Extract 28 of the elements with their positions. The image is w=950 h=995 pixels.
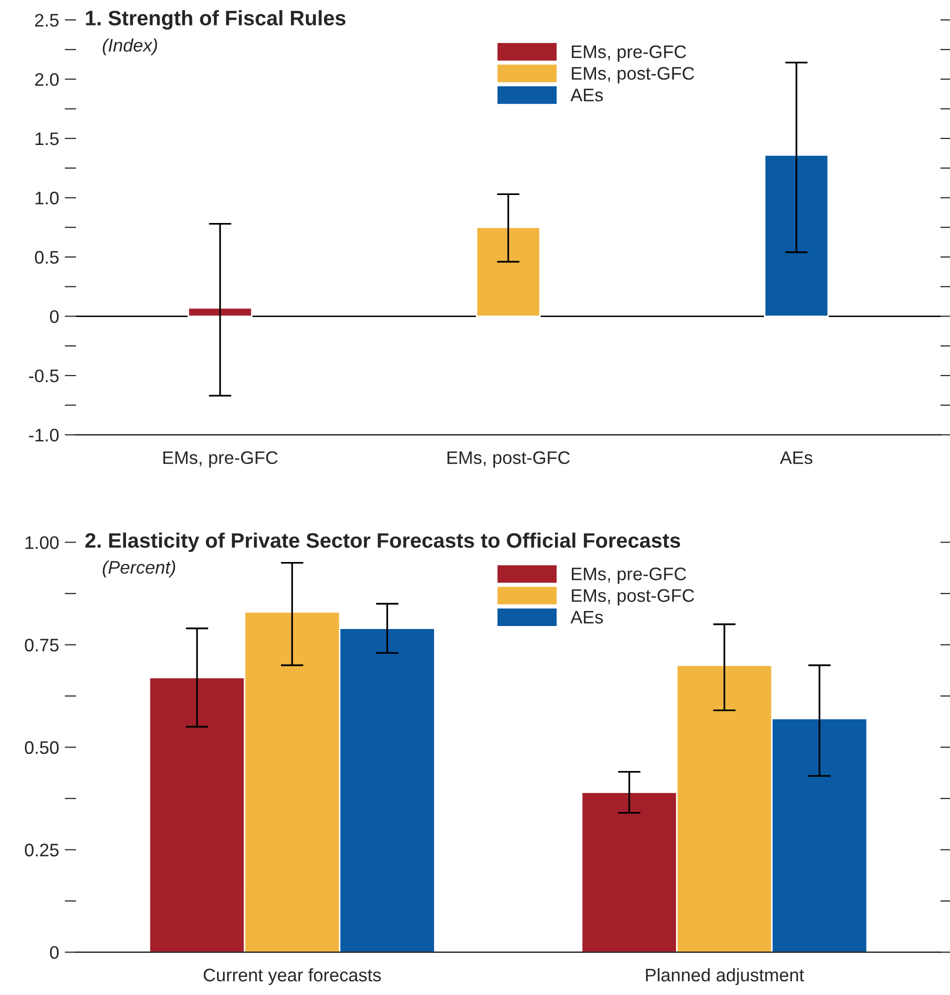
x-tick-label: AEs: [780, 451, 812, 464]
y-tick-label: 1.5: [36, 132, 59, 146]
legend-label: EMs, post-GFC: [572, 66, 694, 84]
y-tick-label: 2.0: [35, 73, 59, 86]
y-tick-label: 0: [50, 946, 59, 959]
y-tick-label: -1.0: [29, 428, 59, 442]
y-tick-label: 0.75: [24, 638, 59, 652]
y-tick-label: 1.0: [36, 192, 59, 204]
legend-label: AEs: [570, 88, 603, 102]
chart-title: 1. Strength of Fiscal Rules: [86, 10, 346, 30]
y-tick-label: 0.25: [24, 844, 59, 856]
legend-label: EMs, pre-GFC: [572, 45, 686, 62]
text: (Percent): [102, 560, 176, 578]
x-tick-label: EMs, post-GFC: [448, 451, 570, 468]
y-tick-label: -0.5: [29, 369, 59, 382]
text: (Index): [102, 38, 158, 56]
y-tick-label: 0.50: [24, 741, 59, 754]
y-tick-label: 0: [50, 310, 59, 323]
legend-label: EMs, pre-GFC: [572, 568, 686, 584]
chart-title: 2. Elasticity of Private Sector Forecasts to Official Forecasts: [85, 532, 680, 552]
y-tick-label: 2.5: [35, 14, 59, 27]
legend-label: AEs: [570, 610, 603, 624]
x-tick-label: EMs, pre-GFC: [163, 451, 278, 468]
y-tick-label: 1.00: [26, 536, 59, 549]
y-tick-label: 0.5: [34, 250, 59, 264]
x-tick-label: Current year forecasts: [204, 968, 381, 986]
legend-label: EMs, post-GFC: [572, 589, 694, 606]
x-tick-label: Planned adjustment: [646, 968, 804, 986]
